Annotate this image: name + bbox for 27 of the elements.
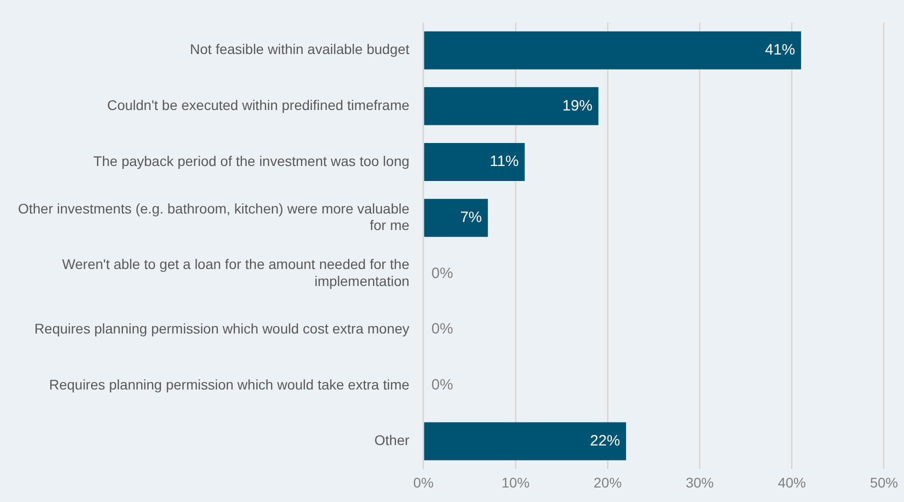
x-tick-label: 10% [502,474,530,490]
y-tick-label: Other investments (e.g. bathroom, kitchen) were more valuable for me [18,200,410,234]
y-tick-label: Requires planning permission which would cost extra money [34,320,410,336]
x-tick-label: 0% [413,474,434,490]
x-tick-label: 20% [594,474,622,490]
bar [424,422,626,460]
y-tick-label: Requires planning permission which would take extra time [49,376,410,392]
y-tick-label: The payback period of the investment was too long [93,152,410,169]
data-label: 19% [562,97,592,114]
data-label: 41% [765,41,796,58]
data-label: 22% [590,432,620,450]
x-tick-label: 40% [778,474,806,490]
data-label: 0% [431,376,454,394]
data-label: 0% [431,264,454,282]
y-tick-label: Not feasible within available budget [190,41,410,58]
y-tick-label: Weren't able to get a loan for the amount needed for the implementation [62,256,410,289]
data-label: 11% [490,153,519,170]
bar [424,87,598,126]
data-label: 7% [460,209,482,226]
y-tick-label: Other [374,432,410,448]
bar [424,143,525,182]
bar [424,31,802,70]
x-tick-label: 30% [686,474,714,490]
x-tick-label: 50% [870,474,898,490]
y-tick-label: Couldn't be executed within predifined timeframe [107,97,410,114]
bar [424,198,488,237]
data-label: 0% [431,320,454,338]
